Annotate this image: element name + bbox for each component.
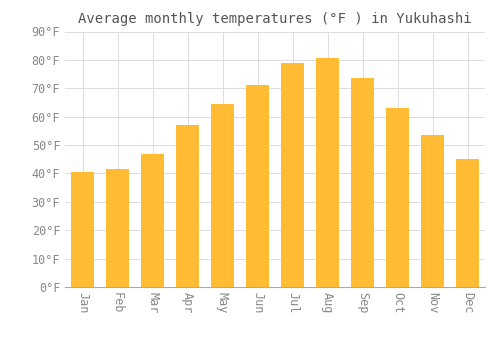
Bar [421,135,444,287]
Bar [141,154,164,287]
Bar [386,108,409,287]
Title: Average monthly temperatures (°F ) in Yukuhashi: Average monthly temperatures (°F ) in Yu… [78,12,472,26]
Bar [316,58,339,287]
Bar [246,85,269,287]
Bar [71,172,94,287]
Bar [351,78,374,287]
Bar [176,125,199,287]
Bar [211,104,234,287]
Bar [106,169,129,287]
Bar [281,63,304,287]
Bar [456,159,479,287]
